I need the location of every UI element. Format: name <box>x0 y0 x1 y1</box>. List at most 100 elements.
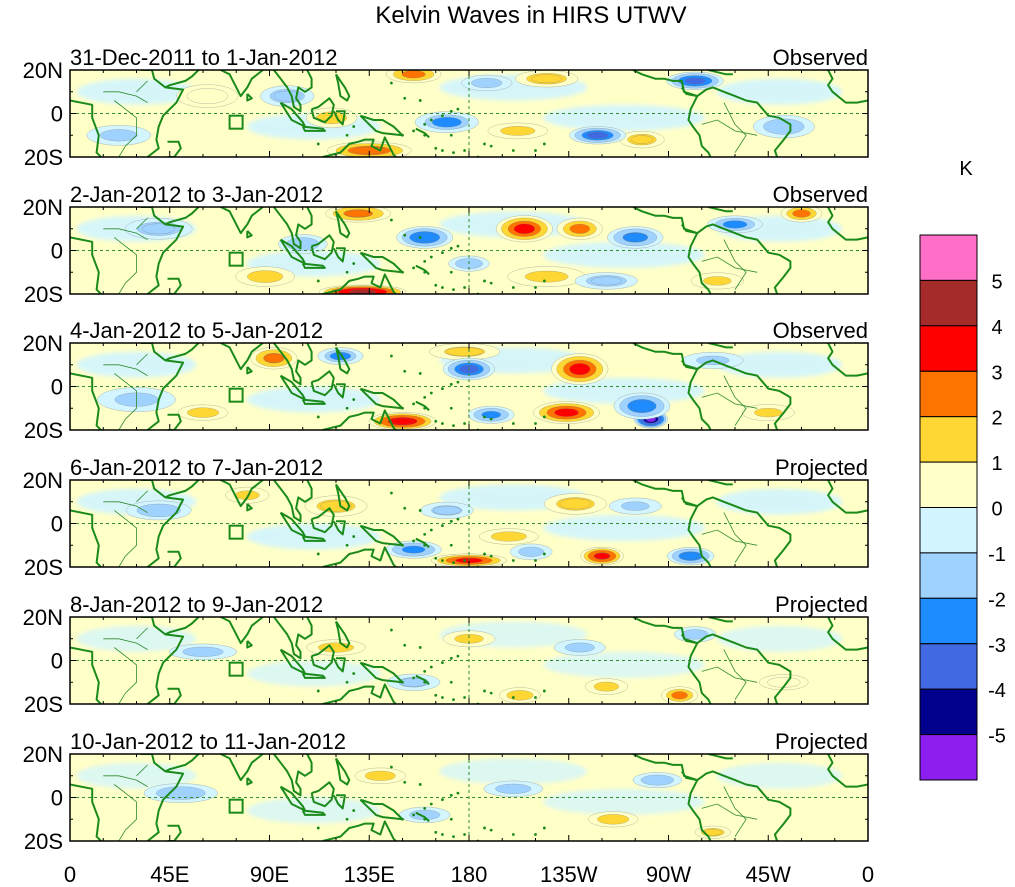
colorbar-swatch <box>919 325 978 372</box>
coastline <box>70 99 102 157</box>
island-dot <box>489 691 493 695</box>
island-dot <box>511 286 515 289</box>
island-dot <box>463 833 466 836</box>
map-overlay <box>70 754 868 841</box>
region-box <box>228 524 244 540</box>
x-tick-label: 0 <box>862 862 874 887</box>
island-dot <box>511 696 515 699</box>
country-border <box>723 102 747 153</box>
coastline <box>332 794 346 810</box>
island-dot <box>441 286 444 289</box>
island-dot <box>345 680 349 684</box>
country-border <box>136 764 148 777</box>
island-dot <box>489 281 493 285</box>
background-patch <box>543 788 706 815</box>
coastline <box>140 70 185 157</box>
country-border <box>114 100 137 157</box>
coastline <box>70 509 102 567</box>
coastline <box>301 125 326 132</box>
y-tick-label: 0 <box>51 102 63 127</box>
island-dot <box>489 417 493 421</box>
island-dot <box>452 288 455 292</box>
island-dot <box>441 149 444 152</box>
island-dot <box>403 643 407 647</box>
coastline <box>322 409 397 430</box>
coastline <box>167 687 182 704</box>
coastline <box>696 223 792 294</box>
island-dot <box>423 532 427 536</box>
coastline <box>687 368 712 430</box>
coastline <box>322 136 397 157</box>
anomaly-contour <box>432 505 461 515</box>
coastline <box>687 779 712 841</box>
island-dot <box>412 129 415 133</box>
coastline <box>632 343 699 371</box>
island-dot <box>441 387 444 391</box>
island-dot <box>401 133 404 137</box>
island-dot <box>441 833 444 836</box>
coastline <box>310 97 335 124</box>
coastline <box>827 480 868 514</box>
island-dot <box>423 259 427 263</box>
colorbar-swatch <box>919 416 978 463</box>
panel-2: 20N 0 20S 2-Jan-2012 to 3-Jan-2012 Observed <box>23 182 869 307</box>
anomaly-contour <box>671 691 688 700</box>
coastline <box>415 127 430 139</box>
anomaly-contour <box>142 223 176 235</box>
island-dot <box>449 656 453 660</box>
island-dot <box>483 279 486 283</box>
background-patch <box>716 762 843 789</box>
colorbar-tick-label: 0 <box>991 499 1002 521</box>
coastline <box>335 346 351 375</box>
country-border <box>723 649 747 700</box>
panel-1: 20N 0 20S 31-Dec-2011 to 1-Jan-2012 Observed <box>23 45 869 170</box>
anomaly-field <box>76 207 843 294</box>
coastline <box>301 809 326 816</box>
panel-period: 2-Jan-2012 to 3-Jan-2012 <box>70 182 323 207</box>
island-dot <box>423 806 427 810</box>
panel-4: 20N 0 20S 6-Jan-2012 to 7-Jan-2012 Projected <box>23 455 869 580</box>
coastline <box>246 366 253 375</box>
island-dot <box>316 689 320 693</box>
coastline <box>310 507 335 534</box>
island-dot <box>463 286 466 289</box>
coastline <box>708 754 733 760</box>
coastline <box>164 480 200 499</box>
colorbar-tick-label: 5 <box>991 271 1002 293</box>
colorbar-swatch <box>919 370 978 418</box>
island-dot <box>423 680 427 684</box>
country-border <box>136 217 148 230</box>
anomaly-contour <box>402 545 426 554</box>
coastline <box>140 207 185 294</box>
island-dot <box>345 817 349 821</box>
island-dot <box>401 406 404 410</box>
anomaly-contour <box>593 681 619 692</box>
coastline <box>687 642 712 704</box>
island-dot <box>423 406 427 410</box>
island-dot <box>452 424 455 428</box>
country-border <box>136 627 148 640</box>
coastline <box>332 383 346 399</box>
anomaly-contour <box>518 546 544 557</box>
colorbar-swatch <box>919 734 978 781</box>
anomaly-contour <box>391 418 414 425</box>
anomaly-contour <box>495 783 532 794</box>
island-dot <box>449 382 453 386</box>
coastline <box>310 370 335 397</box>
island-dot <box>534 149 537 152</box>
y-tick-label: 0 <box>51 239 63 264</box>
island-dot <box>441 798 444 802</box>
coastline <box>279 648 306 675</box>
island-dot <box>390 354 393 358</box>
panel-period: 31-Dec-2011 to 1-Jan-2012 <box>70 45 337 70</box>
island-dot <box>429 391 433 395</box>
region-box <box>228 798 244 814</box>
map-overlay <box>70 343 868 430</box>
coastline <box>827 207 868 241</box>
panel-6: 20N 0 20S 10-Jan-2012 to 11-Jan-2012 Project… <box>23 729 869 854</box>
coastline <box>220 207 264 235</box>
island-dot <box>352 809 356 812</box>
coastline <box>827 343 868 377</box>
island-dot <box>412 402 415 406</box>
